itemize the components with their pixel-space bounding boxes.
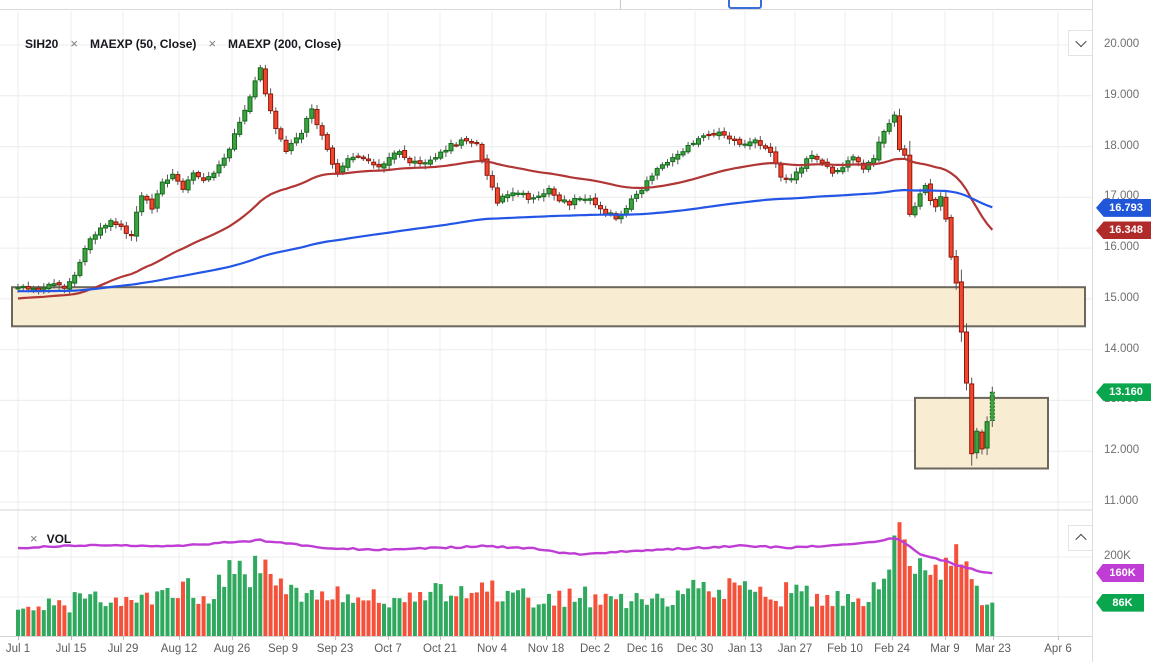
price-tick-label: 15.000 bbox=[1104, 291, 1140, 304]
ma50-line bbox=[17, 157, 994, 300]
chevron-up-icon bbox=[1075, 533, 1087, 546]
time-tick-mark bbox=[945, 636, 946, 640]
time-tick-mark bbox=[1058, 636, 1059, 640]
time-axis-label: Feb 24 bbox=[874, 643, 910, 655]
volume-ma-line bbox=[17, 537, 993, 575]
remove-volume-icon[interactable]: × bbox=[30, 531, 38, 546]
collapse-main-pane-button[interactable] bbox=[1068, 30, 1094, 56]
time-axis-label: Jul 15 bbox=[55, 643, 87, 655]
time-tick-mark bbox=[232, 636, 233, 640]
ma200-line bbox=[18, 188, 993, 293]
highlight-rectangles[interactable] bbox=[11, 286, 1086, 470]
time-axis-label: Sep 9 bbox=[267, 643, 299, 655]
toolbar-divider bbox=[620, 0, 621, 9]
time-axis-label: Dec 30 bbox=[676, 643, 714, 655]
volume-ma-tag: 160K bbox=[1096, 564, 1144, 582]
time-tick-mark bbox=[18, 636, 19, 640]
candlestick-series bbox=[15, 64, 995, 466]
price-axis[interactable]: 20.000 19.000 18.000 17.000 16.000 15.000 14.0… bbox=[1092, 0, 1158, 662]
time-tick-mark bbox=[283, 636, 284, 640]
time-tick-mark bbox=[492, 636, 493, 640]
time-tick-mark bbox=[388, 636, 389, 640]
time-axis-label: Apr 6 bbox=[1044, 643, 1072, 655]
expand-volume-pane-button[interactable] bbox=[1068, 525, 1094, 551]
toolbar-active-button[interactable] bbox=[728, 0, 762, 9]
time-tick-mark bbox=[645, 636, 646, 640]
price-tick-label: 19.000 bbox=[1104, 88, 1140, 101]
time-axis-label: Mar 9 bbox=[930, 643, 960, 655]
time-tick-mark bbox=[695, 636, 696, 640]
volume-bars bbox=[16, 522, 995, 637]
main-chart-legend: SIH20 × MAEXP (50, Close) × MAEXP (200, … bbox=[25, 36, 341, 51]
time-axis-label: Jul 1 bbox=[5, 643, 31, 655]
remove-ma50-icon[interactable]: × bbox=[70, 36, 78, 51]
indicator-label-ma200[interactable]: MAEXP (200, Close) bbox=[228, 36, 342, 51]
volume-label[interactable]: VOL bbox=[46, 531, 72, 546]
last-price-tag: 13.160 bbox=[1096, 383, 1151, 402]
remove-ma200-icon[interactable]: × bbox=[208, 36, 217, 51]
time-tick-mark bbox=[546, 636, 547, 640]
volume-legend: × VOL bbox=[30, 531, 71, 546]
time-tick-mark bbox=[595, 636, 596, 640]
indicator-label-ma50[interactable]: MAEXP (50, Close) bbox=[89, 36, 197, 51]
symbol-label[interactable]: SIH20 bbox=[25, 36, 59, 51]
time-tick-mark bbox=[845, 636, 846, 640]
chart-canvas[interactable] bbox=[0, 11, 1092, 637]
time-axis-label: Feb 10 bbox=[827, 643, 863, 655]
time-axis-label: Mar 23 bbox=[975, 643, 1011, 655]
toolbar-strip bbox=[0, 0, 1158, 10]
time-axis-label: Jul 29 bbox=[107, 643, 139, 655]
time-axis-label: Jan 13 bbox=[727, 643, 763, 655]
time-axis-label: Sep 23 bbox=[316, 643, 354, 655]
time-tick-mark bbox=[993, 636, 994, 640]
price-tick-label: 20.000 bbox=[1104, 38, 1140, 50]
time-axis[interactable]: Jul 1 Jul 15 Jul 29 Aug 12 Aug 26 Sep 9 Sep 23… bbox=[0, 636, 1092, 662]
time-axis-label: Dec 2 bbox=[579, 643, 611, 655]
price-tick-label: 11.000 bbox=[1104, 494, 1139, 507]
time-tick-mark bbox=[795, 636, 796, 640]
volume-tick-label: 200K bbox=[1104, 550, 1131, 562]
price-tick-label: 16.000 bbox=[1104, 241, 1140, 254]
time-tick-mark bbox=[179, 636, 180, 640]
chevron-down-icon bbox=[1075, 35, 1087, 48]
ma50-price-tag: 16.348 bbox=[1096, 221, 1151, 240]
time-axis-label: Aug 12 bbox=[160, 643, 198, 655]
time-axis-label: Dec 16 bbox=[626, 643, 664, 655]
time-axis-label: Nov 4 bbox=[476, 643, 508, 655]
time-axis-label: Aug 26 bbox=[213, 643, 251, 655]
last-volume-tag: 86K bbox=[1096, 593, 1144, 612]
ma200-price-tag: 16.793 bbox=[1096, 198, 1151, 217]
time-tick-mark bbox=[123, 636, 124, 640]
time-axis-label: Oct 21 bbox=[423, 643, 457, 655]
time-tick-mark bbox=[71, 636, 72, 640]
time-axis-label: Jan 27 bbox=[777, 643, 813, 655]
time-tick-mark bbox=[745, 636, 746, 640]
time-axis-label: Oct 7 bbox=[374, 643, 402, 655]
time-tick-mark bbox=[440, 636, 441, 640]
price-tick-label: 12.000 bbox=[1104, 444, 1140, 457]
time-axis-label: Nov 18 bbox=[527, 643, 565, 655]
price-tick-label: 18.000 bbox=[1104, 139, 1140, 152]
time-tick-mark bbox=[335, 636, 336, 640]
chart-plot-area[interactable]: SIH20 × MAEXP (50, Close) × MAEXP (200, … bbox=[0, 11, 1094, 637]
time-tick-mark bbox=[892, 636, 893, 640]
price-tick-label: 14.000 bbox=[1104, 342, 1140, 355]
